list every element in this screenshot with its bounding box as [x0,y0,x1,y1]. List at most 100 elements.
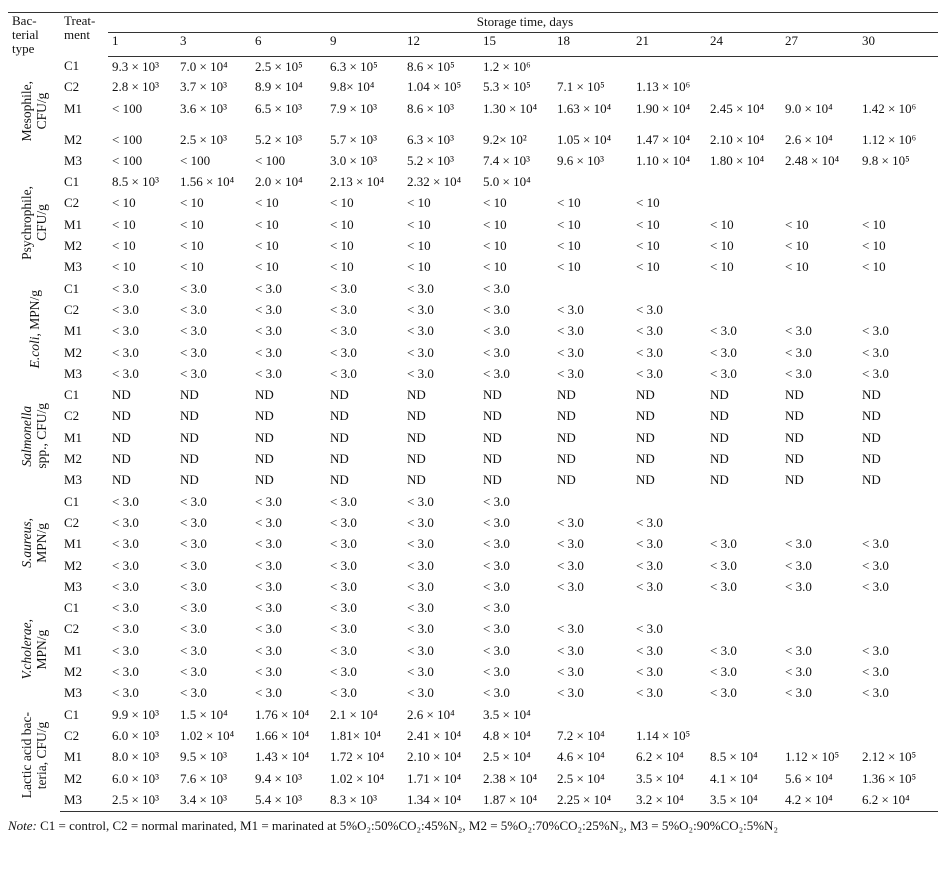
value-cell: 8.9 × 10⁴ [255,79,303,95]
value-cell: < 3.0 [636,578,663,594]
value-cell: < 3.0 [483,323,510,339]
value-cell: < 3.0 [330,557,357,573]
value-cell: < 3.0 [710,323,737,339]
value-cell: 9.3 × 10³ [112,58,159,74]
value-cell: < 3.0 [557,578,584,594]
empty-cell [781,300,858,321]
type-label-line: Mesophile, [19,81,34,141]
value-cell: ND [557,472,576,488]
data-row: M2 < 100 2.5 × 10³ 5.2 × 10³ 5.7 × 10³ 6.3 × … [8,130,938,151]
empty-cell [706,56,781,77]
value-cell: < 3.0 [636,621,663,637]
value-cell: 1.43 × 10⁴ [255,749,310,765]
treatment: M3 [64,259,83,275]
value-cell: 4.2 × 10⁴ [781,789,858,812]
value-cell: < 3.0 [407,621,434,637]
value-cell: < 3.0 [112,664,139,680]
value-cell: < 10 [407,195,431,211]
value-cell: < 10 [636,259,660,275]
day-header: 27 [781,32,858,57]
treatment: M1 [64,749,83,765]
treatment: M3 [60,789,108,812]
data-row: M3 ND ND ND ND ND ND ND ND ND ND ND [8,470,938,491]
value-cell: 5.6 × 10⁴ [785,770,833,786]
value-cell: < 3.0 [483,621,510,637]
data-table: Bac-terial type Treat-ment Storage time, … [8,12,938,812]
type-label-line: S.aureus, [19,518,34,568]
header-line: type [12,41,35,56]
data-row: M1 < 3.0 < 3.0 < 3.0 < 3.0 < 3.0 < 3.0 < 3.0 < 3… [8,641,938,662]
value-cell: < 3.0 [112,514,139,530]
empty-cell [858,513,938,534]
value-cell: < 3.0 [636,557,663,573]
value-cell: < 3.0 [557,323,584,339]
value-cell: 1.34 × 10⁴ [403,789,479,812]
value-cell: < 3.0 [557,685,584,701]
value-cell: < 100 [112,131,143,147]
value-cell: < 3.0 [112,280,139,296]
value-cell: < 3.0 [862,685,889,701]
value-cell: < 3.0 [636,642,663,658]
value-cell: < 3.0 [330,578,357,594]
value-cell: < 10 [483,195,507,211]
value-cell: < 10 [483,216,507,232]
value-cell: 1.87 × 10⁴ [479,789,553,812]
value-cell: < 3.0 [710,578,737,594]
value-cell: < 3.0 [785,365,812,381]
value-cell: < 3.0 [112,642,139,658]
empty-cell [781,619,858,640]
value-cell: 1.5 × 10⁴ [180,706,228,722]
value-cell: 4.1 × 10⁴ [710,770,758,786]
value-cell: ND [483,429,502,445]
type-label: Mesophile, CFU/g [19,81,49,141]
value-cell: ND [710,472,729,488]
value-cell: ND [636,429,655,445]
data-row: M3 < 3.0 < 3.0 < 3.0 < 3.0 < 3.0 < 3.0 < 3.0 < 3… [8,577,938,598]
value-cell: ND [483,472,502,488]
value-cell: ND [330,408,349,424]
value-cell: 9.9 × 10³ [112,706,159,722]
value-cell: 3.5 × 10⁴ [636,770,684,786]
type-label-text: MPN/g [34,522,49,563]
value-cell: < 3.0 [180,621,207,637]
value-cell: 6.5 × 10³ [255,100,302,116]
treatment: C2 [64,408,80,424]
value-cell: < 3.0 [112,301,139,317]
value-cell: < 3.0 [255,621,282,637]
treatment: M2 [64,451,83,467]
value-cell: 8.6 × 10³ [407,100,454,116]
type-label-text: , MPN/g [26,290,42,337]
value-cell: 2.5 × 10⁴ [557,770,605,786]
value-cell: 2.1 × 10⁴ [330,706,378,722]
value-cell: < 3.0 [483,578,510,594]
value-cell: < 10 [557,238,581,254]
data-row: M3 < 10 < 10 < 10 < 10 < 10 < 10 < 10 < 10 < 10 < … [8,257,938,278]
day-header: 15 [479,32,553,57]
treatment: C2 [64,621,80,637]
value-cell: < 10 [710,216,734,232]
value-cell: 7.0 × 10⁴ [180,58,228,74]
type-label-line: CFU/g [34,81,49,141]
value-cell: 5.2 × 10³ [255,131,302,147]
treatment: M2 [64,238,83,254]
type-label: Lactic acid bac-teria, CFU/g [19,712,49,798]
value-cell: ND [407,451,426,467]
empty-cell [781,172,858,193]
data-row: M2 6.0 × 10³ 7.6 × 10³ 9.4 × 10³ 1.02 × 10⁴ 1… [8,769,938,790]
type-label-line: CFU/g [34,186,49,260]
value-cell: 1.36 × 10⁵ [862,770,917,786]
empty-cell [706,300,781,321]
value-cell: 6.3 × 10⁵ [330,58,378,74]
value-cell: < 3.0 [255,557,282,573]
bacterial-type: Mesophile, CFU/g [8,56,60,172]
value-cell: < 3.0 [785,642,812,658]
value-cell: < 3.0 [255,365,282,381]
empty-cell [632,705,706,726]
data-row: M1 < 3.0 < 3.0 < 3.0 < 3.0 < 3.0 < 3.0 < 3.0 < 3… [8,534,938,555]
value-cell: < 3.0 [636,664,663,680]
value-cell: 5.0 × 10⁴ [483,174,531,190]
value-cell: < 3.0 [180,514,207,530]
value-cell: 5.4 × 10³ [251,789,326,812]
value-cell: < 10 [710,259,734,275]
